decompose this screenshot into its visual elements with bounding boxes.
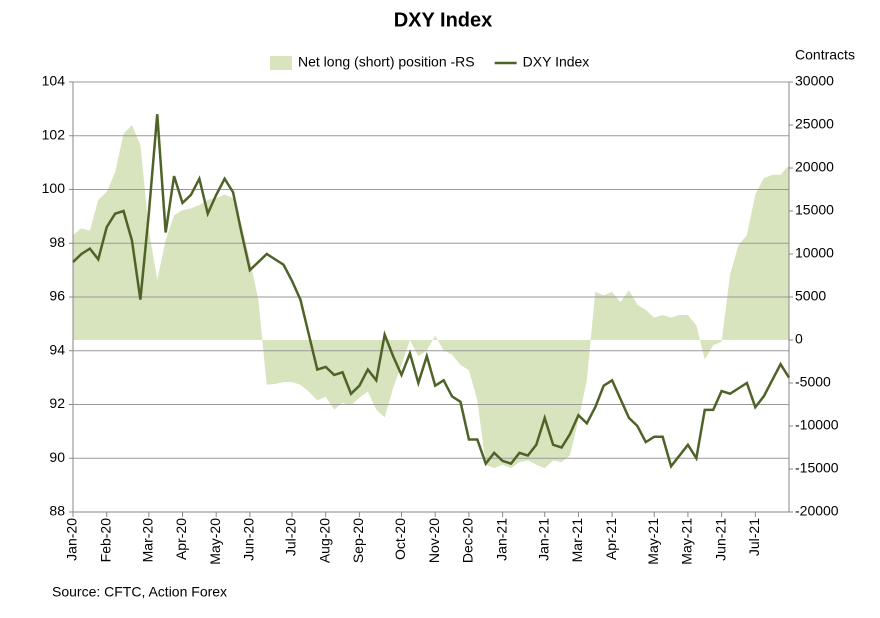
y-tick-label: 88 [49, 503, 65, 519]
legend-swatch [270, 56, 292, 70]
y2-axis-label: Contracts [795, 47, 855, 63]
source: Source: CFTC, Action Forex [52, 584, 227, 600]
y-tick-label: 98 [49, 234, 65, 250]
x-tick-label: May-20 [207, 518, 223, 565]
y-tick-label: 100 [42, 180, 66, 196]
x-tick-label: Mar-20 [140, 518, 156, 563]
y-tick-label: 102 [42, 126, 66, 142]
x-tick-label: Jul-21 [746, 518, 762, 556]
y2-tick-label: -5000 [795, 374, 831, 390]
x-tick-label: May-21 [645, 518, 661, 565]
x-tick-label: Oct-20 [392, 518, 408, 560]
x-tick-label: Jun-20 [241, 518, 257, 561]
legend-label: Net long (short) position -RS [298, 54, 475, 70]
chart-title: DXY Index [394, 9, 493, 31]
x-tick-label: May-21 [679, 518, 695, 565]
x-tick-label: Apr-20 [173, 518, 189, 560]
x-tick-label: Jan-20 [64, 518, 80, 561]
line [72, 114, 791, 470]
x-tick-label: Apr-21 [603, 518, 619, 560]
x-tick-label: Jan-21 [493, 518, 509, 561]
y2-tick-label: 15000 [795, 202, 834, 218]
legend-label: DXY Index [523, 54, 590, 70]
y2-tick-label: -20000 [795, 503, 839, 519]
x-tick-label: Mar-21 [569, 518, 585, 563]
x-tick-label: Feb-20 [97, 518, 113, 563]
y-tick-label: 92 [49, 395, 65, 411]
x-tick-label: Sep-20 [350, 518, 366, 563]
y2-tick-label: 25000 [795, 116, 834, 132]
x-tick-label: Jan-21 [535, 518, 551, 561]
x-tick-label: Nov-20 [426, 518, 442, 563]
y-tick-label: 94 [49, 341, 65, 357]
y-tick-label: 96 [49, 288, 65, 304]
y2-tick-label: -10000 [795, 417, 839, 433]
y2-tick-label: -15000 [795, 460, 839, 476]
x-tick-label: Jun-21 [712, 518, 728, 561]
y2-tick-label: 0 [795, 331, 803, 347]
y2-tick-label: 5000 [795, 288, 826, 304]
y-tick-label: 90 [49, 449, 65, 465]
x-tick-label: Dec-20 [460, 518, 476, 563]
y2-tick-label: 10000 [795, 245, 834, 261]
x-tick-label: Aug-20 [316, 518, 332, 563]
y-tick-label: 104 [42, 73, 66, 89]
y2-tick-label: 30000 [795, 73, 834, 89]
y2-tick-label: 20000 [795, 159, 834, 175]
x-tick-label: Jul-20 [283, 518, 299, 556]
